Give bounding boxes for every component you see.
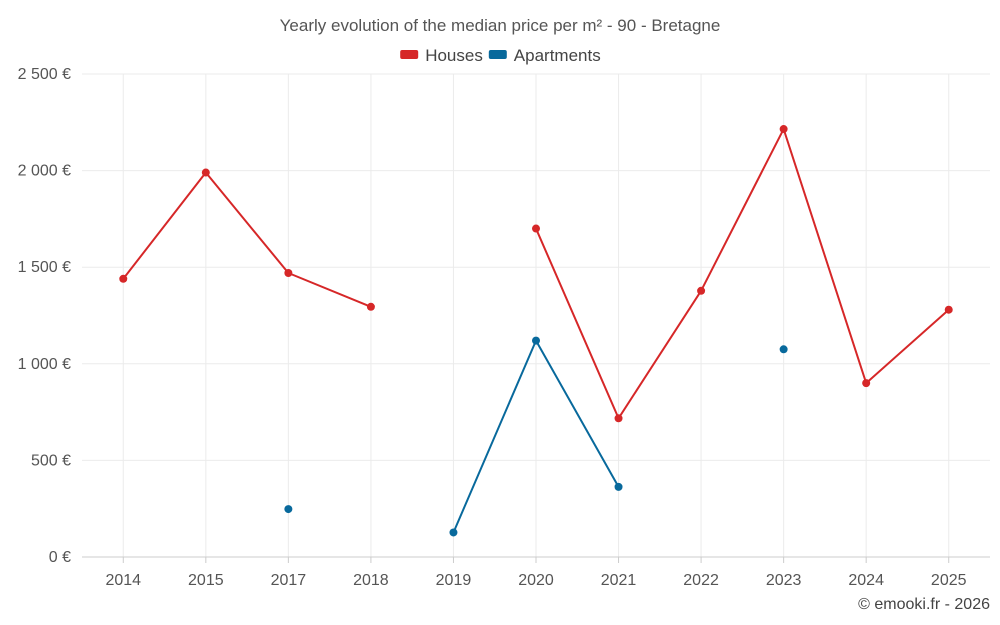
legend-swatch[interactable]	[400, 50, 419, 59]
legend: Houses Apartments	[400, 46, 601, 65]
series-houses	[119, 125, 953, 423]
y-tick-label: 2 000 €	[18, 163, 71, 180]
x-tick-label: 2014	[105, 572, 141, 589]
x-tick-label: 2023	[766, 572, 802, 589]
legend-swatch[interactable]	[488, 50, 507, 59]
data-point-apartments[interactable]	[284, 505, 293, 514]
x-tick-label: 2024	[848, 572, 884, 589]
x-tick-label: 2019	[436, 572, 472, 589]
x-tick-label: 2021	[601, 572, 637, 589]
x-axis: 2014 2015 2017 2018 2019 2020 2021 2022 2023 2024…	[82, 556, 990, 589]
series-line-houses	[535, 128, 950, 420]
y-tick-label: 1 500 €	[18, 259, 71, 276]
data-point-houses[interactable]	[284, 268, 293, 277]
data-point-houses[interactable]	[201, 168, 210, 177]
y-tick-label: 1 000 €	[18, 356, 71, 373]
data-point-houses[interactable]	[697, 286, 706, 295]
data-point-houses[interactable]	[532, 224, 540, 233]
data-point-apartments[interactable]	[614, 482, 623, 491]
legend-label[interactable]: Apartments	[514, 46, 601, 65]
credit-text: © emooki.fr - 2026	[858, 596, 990, 613]
data-point-houses[interactable]	[366, 302, 375, 311]
y-tick-label: 500 €	[31, 452, 71, 469]
x-tick-label: 2017	[271, 572, 307, 589]
data-point-houses[interactable]	[119, 274, 128, 283]
chart-title: Yearly evolution of the median price per…	[280, 16, 721, 35]
data-point-houses[interactable]	[944, 305, 953, 314]
y-tick-label: 0 €	[49, 549, 71, 566]
data-point-houses[interactable]	[614, 414, 623, 423]
legend-label[interactable]: Houses	[425, 46, 483, 65]
y-axis: 0 € 500 € 1 000 € 1 500 € 2 000 € 2 500 €	[18, 66, 71, 566]
data-point-apartments[interactable]	[779, 345, 788, 354]
x-tick-label: 2015	[188, 572, 224, 589]
grid	[82, 73, 990, 557]
series-apartments	[284, 336, 788, 537]
series-line-houses	[122, 171, 372, 308]
series-group	[119, 125, 953, 537]
x-tick-label: 2020	[518, 572, 554, 589]
data-point-apartments[interactable]	[532, 336, 540, 345]
x-tick-label: 2018	[353, 572, 389, 589]
x-tick-label: 2025	[931, 572, 967, 589]
data-point-houses[interactable]	[862, 379, 871, 388]
x-tick-label: 2022	[683, 572, 719, 589]
data-point-houses[interactable]	[779, 125, 788, 134]
y-tick-label: 2 500 €	[18, 66, 71, 83]
data-point-apartments[interactable]	[449, 528, 458, 537]
